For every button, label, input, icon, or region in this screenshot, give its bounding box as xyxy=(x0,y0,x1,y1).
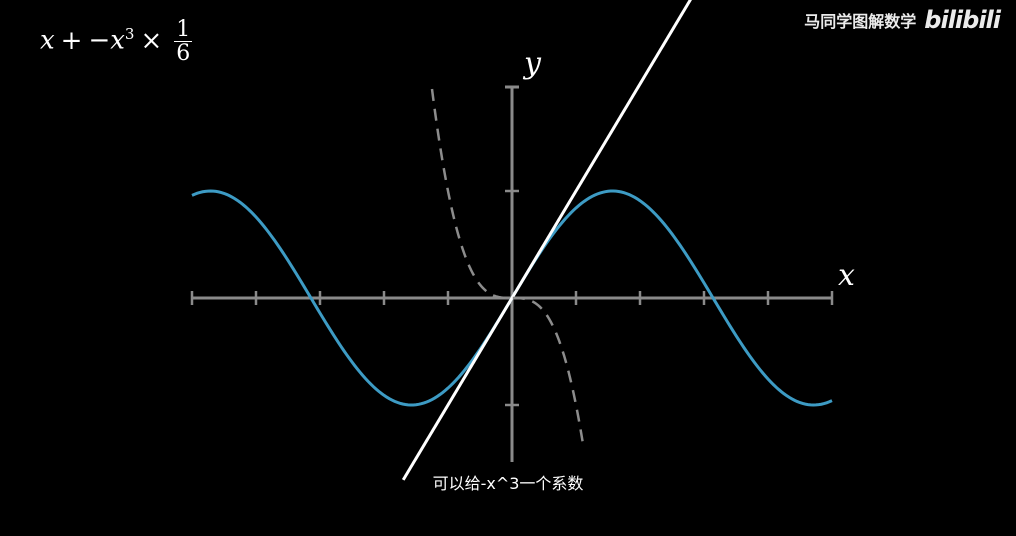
formula-power: 3 xyxy=(124,24,135,43)
formula-numerator: 1 xyxy=(174,17,193,43)
formula-x: x xyxy=(40,25,55,56)
formula-plus: + xyxy=(60,25,83,56)
curves xyxy=(191,0,833,481)
axes xyxy=(190,85,834,462)
x-axis-label: x xyxy=(838,258,855,293)
bilibili-logo: bilibili xyxy=(924,6,1001,34)
subtitle-caption: 可以给-x^3一个系数 xyxy=(432,474,584,493)
watermark: 马同学图解数学 bilibili xyxy=(804,6,1001,34)
tangent-line xyxy=(401,0,692,481)
formula-times: × xyxy=(140,25,163,56)
formula-neg-x: −x xyxy=(88,25,125,56)
formula-expression: x + −x3 × 1 6 xyxy=(40,17,193,67)
formula-denominator: 6 xyxy=(176,41,191,67)
y-axis-label: y xyxy=(522,46,542,81)
cubic-term-curve xyxy=(430,88,585,445)
channel-name: 马同学图解数学 xyxy=(804,12,917,31)
